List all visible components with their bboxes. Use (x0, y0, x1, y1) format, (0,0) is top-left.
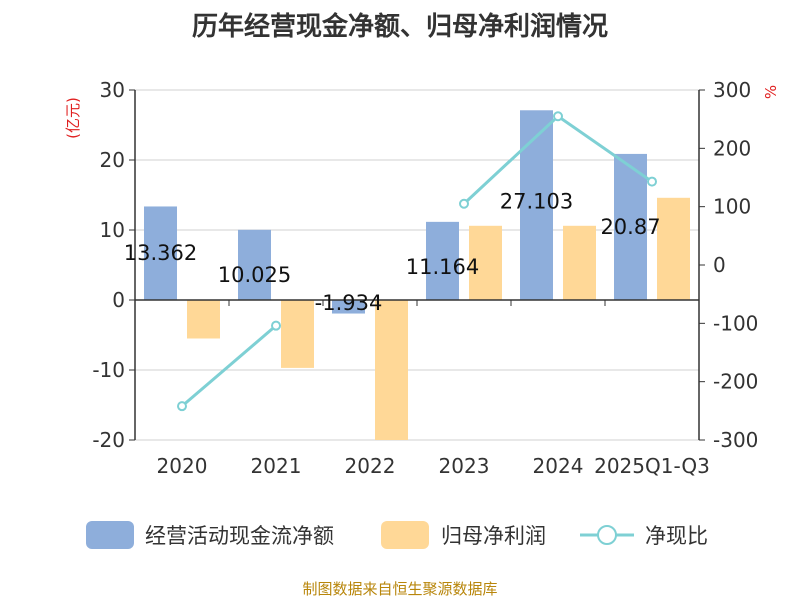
right-tick-label: 200 (713, 136, 751, 160)
legend: 经营活动现金流净额 归母净利润 净现比 (86, 521, 708, 549)
legend-label-ratio: 净现比 (645, 524, 708, 548)
data-label-2025Q1-Q3: 20.87 (600, 215, 660, 239)
x-tick-label: 2024 (533, 454, 584, 478)
bar-经营活动现金流净额-2023 (426, 221, 459, 300)
legend-label-cashflow: 经营活动现金流净额 (145, 524, 334, 548)
right-tick-label: 300 (713, 78, 751, 102)
data-label-2024: 27.103 (500, 189, 573, 213)
x-tick-label: 2021 (251, 454, 302, 478)
data-label-2021: 10.025 (218, 263, 291, 287)
right-tick-label: -300 (713, 428, 758, 452)
point-净现比-2025Q1-Q3 (647, 176, 657, 187)
bar-归母净利润-2024 (563, 225, 596, 300)
chart-title: 历年经营现金净额、归母净利润情况 (191, 12, 608, 42)
bar-归母净利润-2025Q1-Q3 (657, 197, 690, 300)
x-tick-label: 2020 (157, 454, 208, 478)
left-axis-label: (亿元) (64, 97, 82, 139)
legend-marker-ratio (597, 525, 617, 545)
data-labels: 13.362 10.025 -1.934 11.164 27.103 20.87 (124, 189, 661, 315)
bar-经营活动现金流净额-2020 (144, 206, 177, 300)
right-tick-label: -200 (713, 370, 758, 394)
bar-经营活动现金流净额-2024 (520, 110, 553, 301)
bar-归母净利润-2023 (469, 225, 502, 300)
right-axis-label: % (762, 85, 780, 99)
bar-经营活动现金流净额-2025Q1-Q3 (614, 153, 647, 300)
source-note: 制图数据来自恒生聚源数据库 (302, 580, 498, 598)
legend-swatch-netprofit (381, 521, 429, 549)
left-tick-label: 0 (112, 288, 125, 312)
left-tick-label: 10 (100, 218, 125, 242)
left-tick-label: 20 (100, 148, 125, 172)
data-label-2020: 13.362 (124, 241, 197, 265)
bar-归母净利润-2020 (187, 300, 220, 339)
right-tick-label: 0 (713, 253, 726, 277)
left-tick-label: 30 (100, 78, 125, 102)
point-净现比-2020 (177, 401, 187, 412)
bars (144, 110, 690, 440)
x-tick-label: 2025Q1-Q3 (594, 454, 710, 478)
point-净现比-2024 (553, 111, 563, 122)
data-label-2023: 11.164 (406, 255, 479, 279)
bar-经营活动现金流净额-2022 (332, 300, 365, 314)
data-label-2022: -1.934 (315, 291, 383, 315)
bar-经营活动现金流净额-2021 (238, 229, 271, 300)
axes: 3020100-10-203002001000-100-200-300(亿元)%… (64, 78, 780, 478)
bar-归母净利润-2021 (281, 300, 314, 368)
bar-归母净利润-2022 (375, 300, 408, 440)
x-tick-label: 2023 (439, 454, 490, 478)
legend-swatch-cashflow (86, 521, 134, 549)
x-tick-label: 2022 (345, 454, 396, 478)
left-tick-label: -10 (92, 358, 125, 382)
right-tick-label: 100 (713, 195, 751, 219)
legend-label-netprofit: 归母净利润 (441, 524, 546, 548)
left-tick-label: -20 (92, 428, 125, 452)
line-净现比 (181, 324, 277, 408)
point-净现比-2023 (459, 198, 469, 209)
line-series (177, 111, 657, 412)
point-净现比-2021 (271, 320, 281, 331)
right-tick-label: -100 (713, 311, 758, 335)
